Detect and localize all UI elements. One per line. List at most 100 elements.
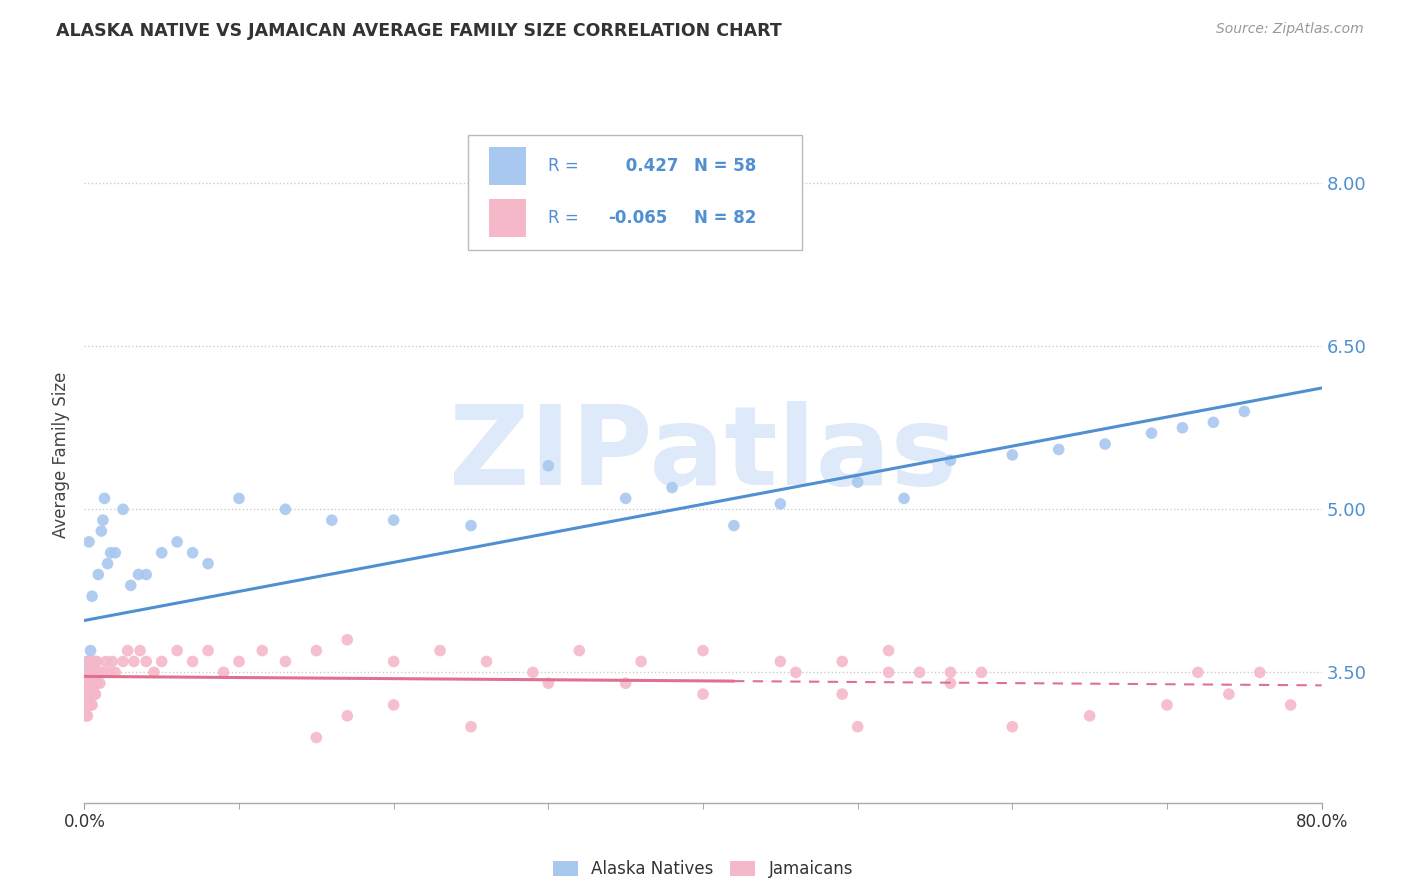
Point [1171,421,1194,435]
Legend: Alaska Natives, Jamaicans: Alaska Natives, Jamaicans [546,854,860,885]
Point [87,567,110,582]
Point [166,534,188,549]
Point [382,655,405,669]
Point [93,491,115,506]
Point [475,655,498,669]
Point [86,676,108,690]
Text: R =: R = [548,157,579,175]
Point [84,687,107,701]
Point [846,475,869,489]
Point [1078,708,1101,723]
Point [692,687,714,701]
Point [1233,404,1256,418]
Point [197,557,219,571]
Point [91,513,114,527]
Point [90,665,112,680]
Point [76,687,98,701]
Text: ALASKA NATIVE VS JAMAICAN AVERAGE FAMILY SIZE CORRELATION CHART: ALASKA NATIVE VS JAMAICAN AVERAGE FAMILY… [56,22,782,40]
Point [939,453,962,467]
Point [75,687,97,701]
Point [77,655,100,669]
Point [75,687,97,701]
Point [77,534,100,549]
Point [75,708,97,723]
Point [91,665,114,680]
Point [568,643,591,657]
Point [305,643,328,657]
Point [305,731,328,745]
Text: Source: ZipAtlas.com: Source: ZipAtlas.com [1216,22,1364,37]
Point [908,665,931,680]
Point [877,665,900,680]
Point [970,665,993,680]
Point [104,665,127,680]
Point [79,676,101,690]
Point [460,720,482,734]
Point [769,497,792,511]
Point [84,655,107,669]
Point [76,698,98,712]
Point [129,643,152,657]
Point [83,665,105,680]
Point [939,665,962,680]
Point [692,643,714,657]
Point [150,546,173,560]
Point [112,655,135,669]
Point [429,643,451,657]
Point [86,676,108,690]
Point [614,676,637,690]
Point [117,643,139,657]
Point [831,655,853,669]
Point [150,655,173,669]
Point [1202,415,1225,429]
Point [77,665,100,680]
Point [89,665,111,680]
Point [166,643,188,657]
Point [382,513,405,527]
Point [846,720,869,734]
Point [120,578,142,592]
Point [75,698,97,712]
Point [83,655,105,669]
Point [831,687,853,701]
Point [77,687,100,701]
Point [75,698,97,712]
Point [112,502,135,516]
Point [87,665,110,680]
Point [83,687,105,701]
Point [100,546,122,560]
Point [83,676,105,690]
Point [1140,426,1163,441]
Point [101,655,124,669]
Point [197,643,219,657]
Text: ZIPatlas: ZIPatlas [449,401,957,508]
Point [228,491,250,506]
Point [79,643,101,657]
Point [76,665,98,680]
Text: -0.065: -0.065 [607,209,666,227]
Point [537,458,560,473]
Point [274,655,297,669]
Point [82,665,104,680]
Point [79,665,101,680]
Point [1001,448,1024,462]
Point [1156,698,1178,712]
Text: N = 58: N = 58 [695,157,756,175]
Point [723,518,745,533]
Point [76,665,98,680]
Point [76,676,98,690]
Point [1047,442,1070,457]
Point [893,491,915,506]
Point [661,481,683,495]
Point [877,643,900,657]
Point [76,708,98,723]
Point [181,546,204,560]
Point [76,676,98,690]
Point [76,698,98,712]
Point [77,655,100,669]
Text: N = 82: N = 82 [695,209,756,227]
Point [98,665,121,680]
Text: 0.427: 0.427 [620,157,679,175]
Point [82,589,104,603]
Point [90,524,112,538]
